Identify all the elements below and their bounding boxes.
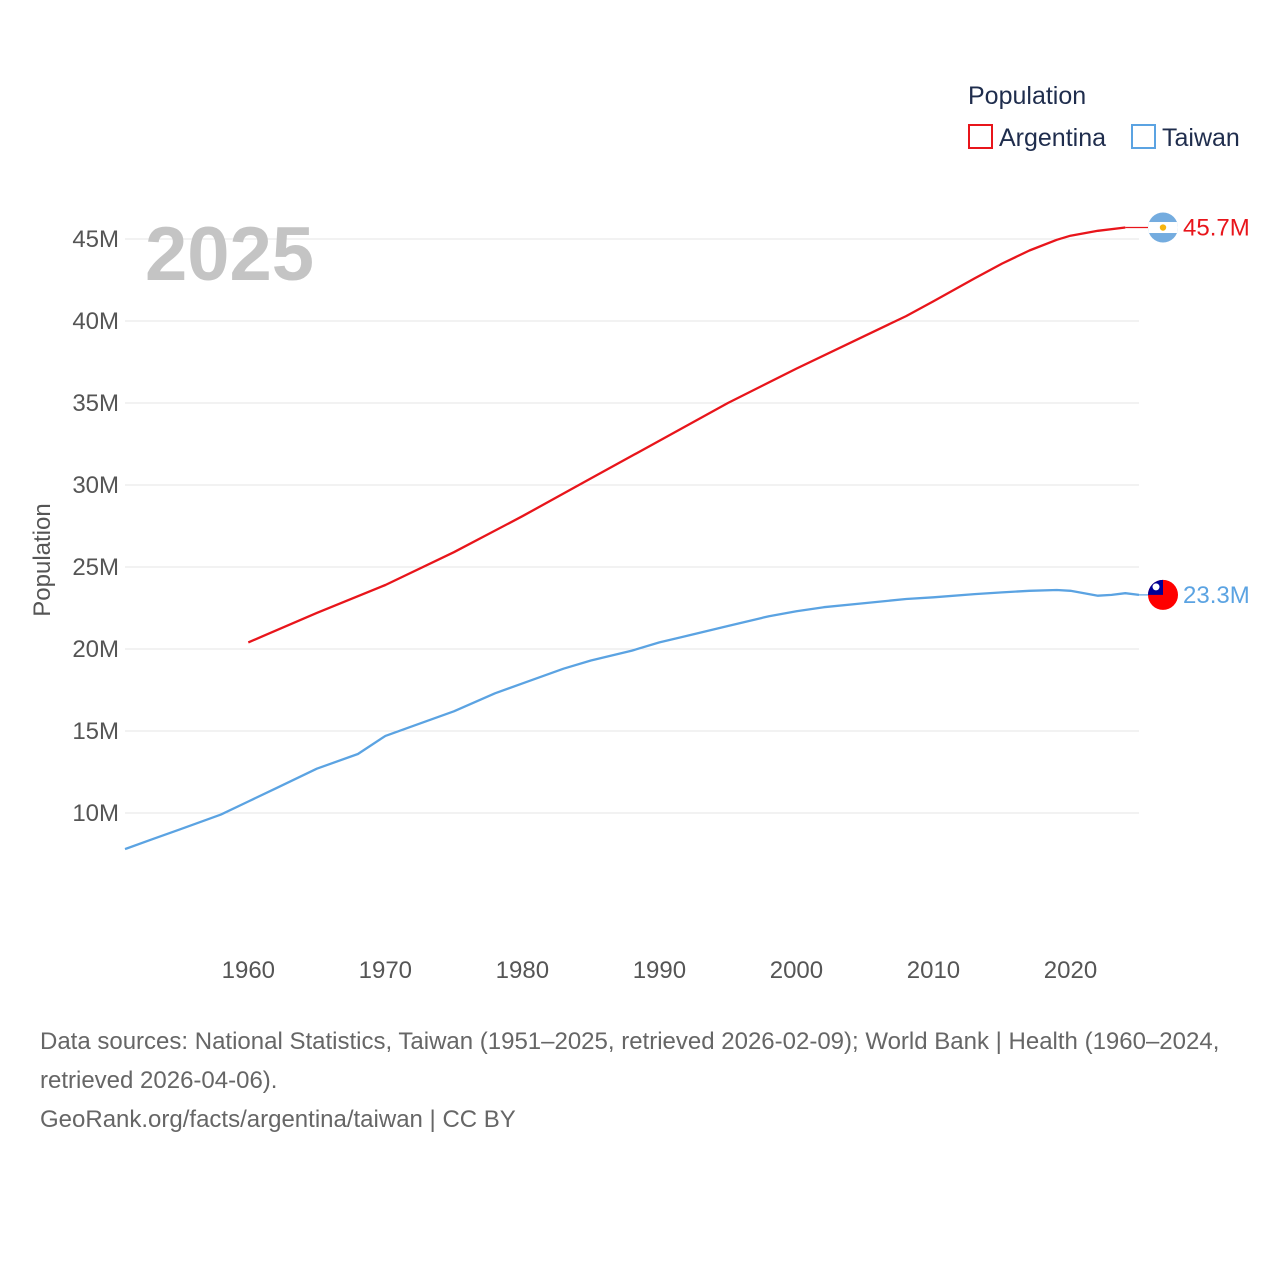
credit-link[interactable]: GeoRank.org/facts/argentina/taiwan | CC … [40,1106,516,1133]
end-label-taiwan: 23.3M [1183,582,1250,609]
year-watermark: 2025 [145,212,314,297]
y-tick-label: 45M [72,226,119,253]
series-line-argentina [247,226,1126,644]
legend-swatch-taiwan[interactable] [1131,124,1156,149]
taiwan-flag-icon [1148,579,1178,610]
y-tick-label: 35M [72,390,119,417]
y-tick-label: 30M [72,472,119,499]
x-axis-ticks: 1960 1970 1980 1990 2000 2010 2020 [222,957,1098,984]
y-axis-ticks: 10M 15M 20M 25M 30M 35M 40M 45M [72,226,119,827]
data-sources-text: Data sources: National Statistics, Taiwa… [40,1028,1220,1094]
end-label-argentina: 45.7M [1183,215,1250,242]
legend-title: Population [968,82,1086,110]
x-tick-label: 1990 [633,957,686,984]
y-tick-label: 40M [72,308,119,335]
legend-label-taiwan[interactable]: Taiwan [1162,124,1240,152]
legend-swatch-argentina[interactable] [968,124,993,149]
end-markers: 45.7M 23.3M [1125,212,1250,610]
y-tick-label: 15M [72,718,119,745]
x-tick-label: 1970 [359,957,412,984]
x-tick-label: 1960 [222,957,275,984]
x-tick-label: 2020 [1044,957,1097,984]
population-chart: 10M 15M 20M 25M 30M 35M 40M 45M 1960 1970 1980 199… [29,82,1250,984]
gridlines [125,238,1139,814]
x-tick-label: 1980 [496,957,549,984]
x-tick-label: 2000 [770,957,823,984]
y-axis-title: Population [29,503,56,616]
y-tick-label: 10M [72,800,119,827]
y-tick-label: 25M [72,554,119,581]
footer: Data sources: National Statistics, Taiwa… [40,1022,1250,1139]
x-tick-label: 2010 [907,957,960,984]
legend-label-argentina[interactable]: Argentina [999,124,1106,152]
series-lines [124,226,1140,851]
legend: Population Argentina Taiwan [968,82,1240,152]
series-line-taiwan [124,588,1140,851]
y-tick-label: 20M [72,636,119,663]
argentina-flag-icon [1148,212,1178,243]
